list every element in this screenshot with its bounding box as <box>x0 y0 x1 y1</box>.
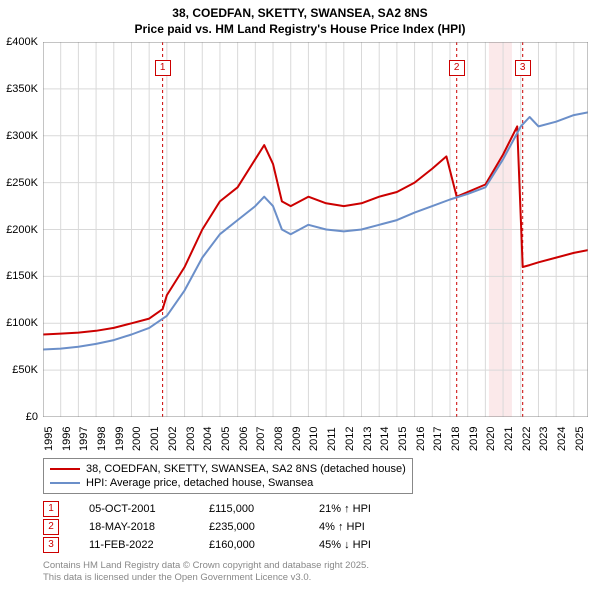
x-axis-label: 1996 <box>61 427 73 451</box>
sales-row: 2 18-MAY-2018£235,0004% ↑ HPI <box>43 518 419 536</box>
x-axis-label: 2016 <box>415 427 427 451</box>
x-axis-label: 2014 <box>379 427 391 451</box>
sale-marker: 1 <box>155 60 171 76</box>
y-axis-label: £200K <box>6 224 38 236</box>
x-axis-label: 2025 <box>574 427 586 451</box>
y-axis-label: £0 <box>26 411 38 423</box>
sales-row: 1 05-OCT-2001£115,00021% ↑ HPI <box>43 500 419 518</box>
sales-pct: 21% ↑ HPI <box>319 503 419 515</box>
x-axis-label: 2022 <box>521 427 533 451</box>
sales-marker-box: 1 <box>43 501 59 517</box>
sale-marker: 3 <box>515 60 531 76</box>
legend-label: HPI: Average price, detached house, Swan… <box>86 477 313 489</box>
sales-pct: 4% ↑ HPI <box>319 521 419 533</box>
chart-container: 38, COEDFAN, SKETTY, SWANSEA, SA2 8NS Pr… <box>0 0 600 590</box>
chart-plot-area: £0£50K£100K£150K£200K£250K£300K£350K£400… <box>43 42 588 417</box>
chart-svg <box>43 42 588 417</box>
x-axis-label: 2017 <box>432 427 444 451</box>
chart-title: 38, COEDFAN, SKETTY, SWANSEA, SA2 8NS Pr… <box>0 0 600 37</box>
x-axis-label: 1997 <box>78 427 90 451</box>
x-axis-label: 2005 <box>220 427 232 451</box>
y-axis-label: £50K <box>12 364 38 376</box>
footer-line-1: Contains HM Land Registry data © Crown c… <box>43 560 369 572</box>
x-axis-label: 2013 <box>362 427 374 451</box>
y-axis-label: £100K <box>6 317 38 329</box>
sales-marker-box: 2 <box>43 519 59 535</box>
x-axis-label: 2000 <box>131 427 143 451</box>
x-axis-label: 2004 <box>202 427 214 451</box>
x-axis-label: 2006 <box>238 427 250 451</box>
footer: Contains HM Land Registry data © Crown c… <box>43 560 369 584</box>
sales-marker-box: 3 <box>43 537 59 553</box>
x-axis-label: 2020 <box>485 427 497 451</box>
x-axis-label: 2009 <box>291 427 303 451</box>
legend: 38, COEDFAN, SKETTY, SWANSEA, SA2 8NS (d… <box>43 458 413 494</box>
x-axis-label: 2011 <box>326 427 338 451</box>
x-axis-label: 2001 <box>149 427 161 451</box>
x-axis-label: 2002 <box>167 427 179 451</box>
legend-swatch <box>50 468 80 470</box>
sales-price: £160,000 <box>209 539 319 551</box>
x-axis-label: 2015 <box>397 427 409 451</box>
sales-row: 3 11-FEB-2022£160,00045% ↓ HPI <box>43 536 419 554</box>
title-line-1: 38, COEDFAN, SKETTY, SWANSEA, SA2 8NS <box>0 6 600 22</box>
footer-line-2: This data is licensed under the Open Gov… <box>43 572 369 584</box>
x-axis-label: 2024 <box>556 427 568 451</box>
x-axis-label: 2021 <box>503 427 515 451</box>
y-axis-label: £350K <box>6 83 38 95</box>
sales-table: 1 05-OCT-2001£115,00021% ↑ HPI 2 18-MAY-201… <box>43 500 419 554</box>
y-axis-label: £250K <box>6 177 38 189</box>
sales-price: £235,000 <box>209 521 319 533</box>
title-line-2: Price paid vs. HM Land Registry's House … <box>0 22 600 38</box>
x-axis-label: 2012 <box>344 427 356 451</box>
x-axis-label: 2019 <box>468 427 480 451</box>
legend-label: 38, COEDFAN, SKETTY, SWANSEA, SA2 8NS (d… <box>86 463 406 475</box>
x-axis-label: 2008 <box>273 427 285 451</box>
y-axis-label: £150K <box>6 270 38 282</box>
sale-marker: 2 <box>449 60 465 76</box>
x-axis-label: 2023 <box>538 427 550 451</box>
legend-item: HPI: Average price, detached house, Swan… <box>50 476 406 490</box>
x-axis-label: 2007 <box>255 427 267 451</box>
legend-swatch <box>50 482 80 484</box>
x-axis-label: 1999 <box>114 427 126 451</box>
sales-date: 11-FEB-2022 <box>89 539 209 551</box>
sales-date: 18-MAY-2018 <box>89 521 209 533</box>
x-axis-label: 1995 <box>43 427 55 451</box>
x-axis-label: 1998 <box>96 427 108 451</box>
legend-item: 38, COEDFAN, SKETTY, SWANSEA, SA2 8NS (d… <box>50 462 406 476</box>
x-axis-label: 2003 <box>185 427 197 451</box>
y-axis-label: £300K <box>6 130 38 142</box>
sales-price: £115,000 <box>209 503 319 515</box>
sales-date: 05-OCT-2001 <box>89 503 209 515</box>
x-axis-label: 2018 <box>450 427 462 451</box>
x-axis-label: 2010 <box>308 427 320 451</box>
sales-pct: 45% ↓ HPI <box>319 539 419 551</box>
y-axis-label: £400K <box>6 36 38 48</box>
